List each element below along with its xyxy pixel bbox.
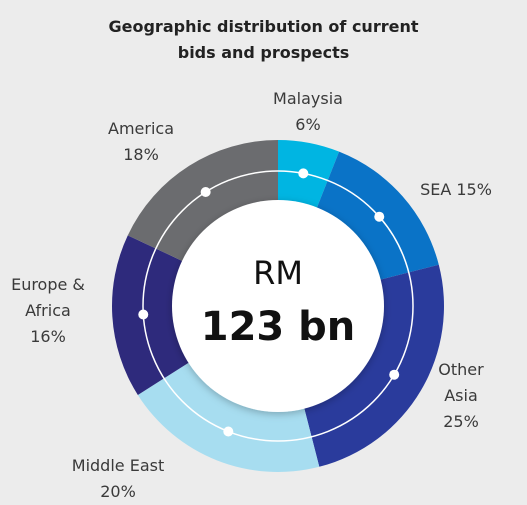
segment: [111, 235, 191, 395]
label-value: 25%: [443, 412, 479, 431]
segment-dot: [374, 211, 385, 222]
label-name: SEA: [420, 180, 452, 199]
ring: [142, 170, 414, 442]
segment-label: SEA 15%: [420, 177, 492, 203]
label-name: Europe & Africa: [11, 275, 85, 320]
label-value: 15%: [456, 180, 492, 199]
segment: [137, 361, 320, 472]
chart-title: Geographic distribution of current bids …: [108, 17, 419, 62]
chart-title-box: Geographic distribution of current bids …: [0, 14, 527, 66]
segment-dot: [389, 369, 400, 380]
segment-dot: [200, 187, 211, 198]
center-disc: [172, 200, 384, 412]
center-amount: 123 bn: [201, 304, 356, 350]
segment-label: Malaysia 6%: [273, 86, 343, 138]
segment: [303, 264, 444, 467]
segment-label: Middle East 20%: [72, 453, 164, 505]
label-name: Other Asia: [438, 360, 484, 405]
center-unit: RM: [253, 254, 303, 292]
dots: [138, 168, 400, 437]
label-name: Middle East: [71, 456, 165, 475]
label-value: 16%: [30, 327, 66, 346]
label-name: America: [108, 119, 174, 138]
segment-label: Europe & Africa 16%: [5, 272, 91, 350]
label-value: 6%: [295, 115, 321, 134]
segment-dot: [138, 309, 149, 320]
label-value: 18%: [123, 145, 159, 164]
label-value: 20%: [100, 482, 136, 501]
segment-label: America 18%: [108, 116, 174, 168]
segment-dot: [223, 426, 234, 437]
segment-label: Other Asia 25%: [428, 357, 494, 435]
label-name: Malaysia: [273, 89, 343, 108]
segment-dot: [298, 168, 309, 179]
